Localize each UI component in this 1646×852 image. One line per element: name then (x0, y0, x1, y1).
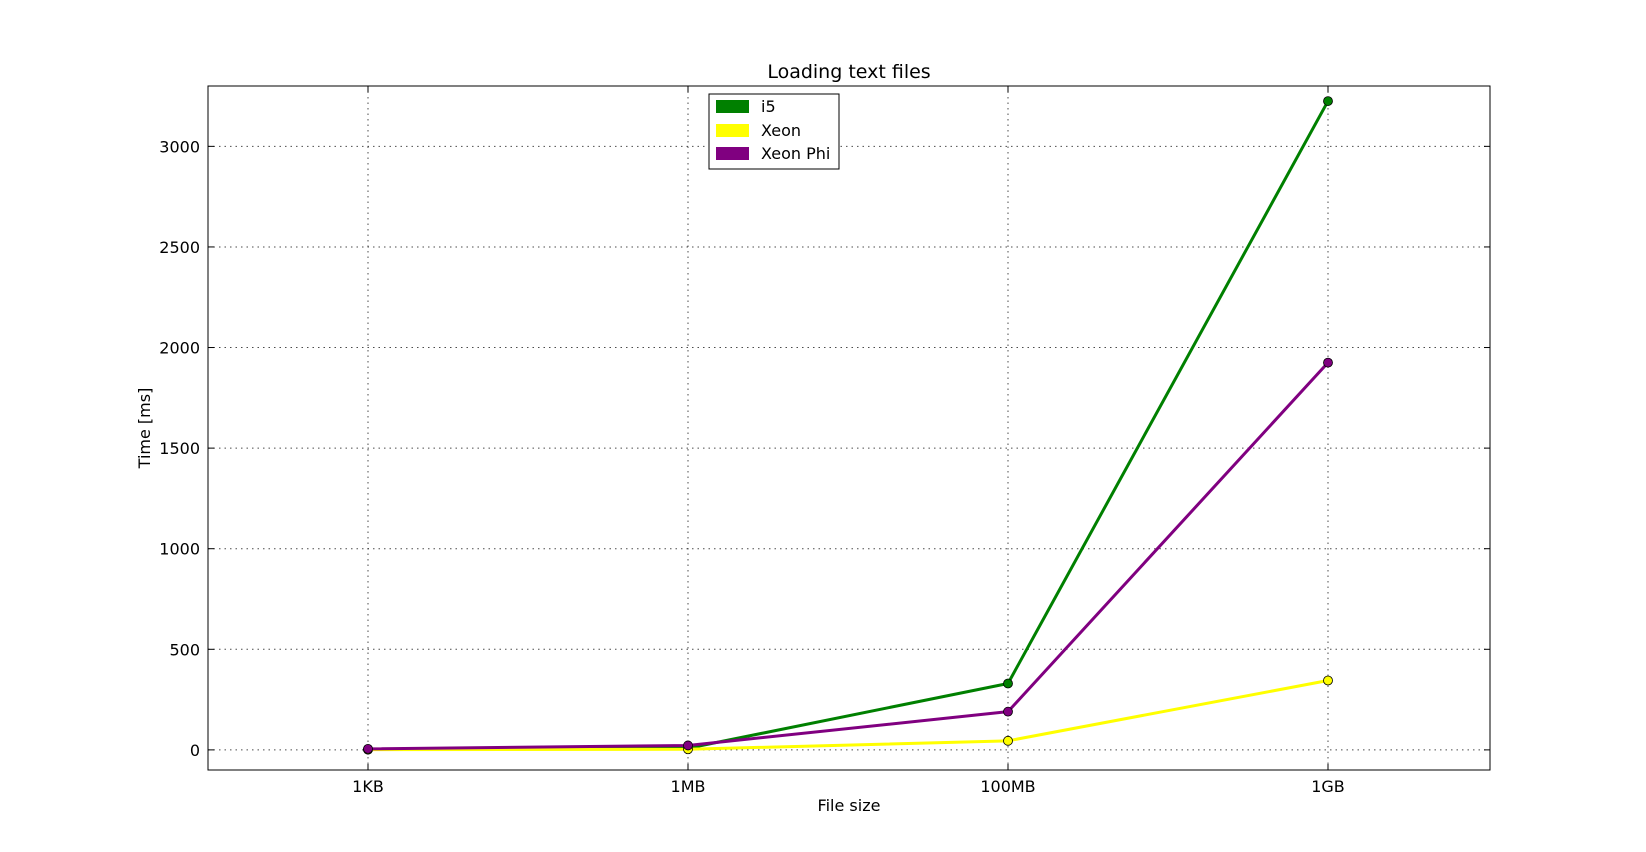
x-axis-label: File size (818, 796, 881, 815)
grid (208, 86, 1490, 770)
series-line-xeon (367, 679, 1329, 752)
data-point-xeon-phi (363, 743, 373, 754)
data-point-xeon-phi (1323, 357, 1333, 368)
y-tick-label: 500 (169, 640, 200, 659)
data-point-i5 (1003, 678, 1013, 689)
y-tick-label: 2000 (159, 339, 200, 358)
axis-ticks: 1KB 1MB 100MB 1GB 0 500 1000 1500 2000 2500 3000 (159, 86, 1490, 796)
legend-label-xeon-phi: Xeon Phi (761, 144, 830, 163)
data-point-xeon (1003, 735, 1013, 746)
y-tick-label: 3000 (159, 137, 200, 156)
legend-label-xeon: Xeon (761, 121, 801, 140)
x-tick-label: 100MB (980, 777, 1035, 796)
legend-swatch-i5 (716, 100, 749, 113)
y-tick-label: 1500 (159, 439, 200, 458)
chart-title: Loading text files (767, 61, 930, 83)
series (363, 96, 1333, 755)
x-tick-label: 1KB (352, 777, 384, 796)
y-tick-label: 1000 (159, 540, 200, 559)
series-line-xeon-phi (367, 361, 1330, 751)
legend: i5 Xeon Xeon Phi (708, 93, 840, 170)
data-point-xeon (1323, 675, 1333, 686)
y-tick-label: 0 (190, 741, 200, 760)
series-line-i5 (367, 100, 1330, 751)
x-tick-label: 1GB (1311, 777, 1345, 796)
data-point-xeon-phi (683, 740, 693, 751)
y-axis-label: Time [ms] (135, 388, 154, 470)
y-tick-label: 2500 (159, 238, 200, 257)
legend-swatch-xeon (716, 124, 749, 137)
data-point-xeon-phi (1003, 706, 1013, 717)
data-point-i5 (1323, 96, 1333, 106)
x-tick-label: 1MB (671, 777, 706, 796)
legend-swatch-xeon-phi (716, 147, 749, 160)
legend-label-i5: i5 (761, 97, 776, 116)
plot-area (207, 85, 1491, 771)
